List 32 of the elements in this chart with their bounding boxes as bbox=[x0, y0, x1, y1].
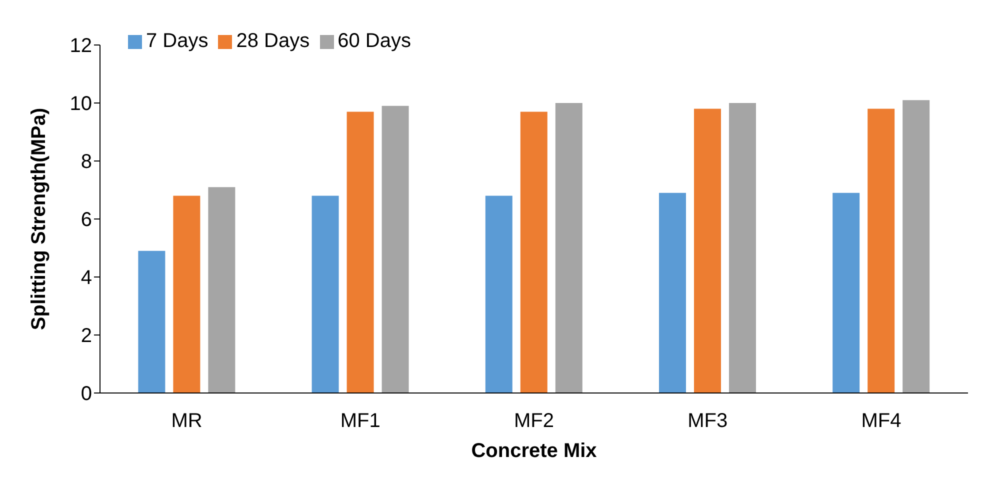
bar bbox=[902, 100, 930, 393]
x-tick-label: MF1 bbox=[340, 410, 380, 432]
bar bbox=[346, 112, 374, 393]
bar bbox=[832, 192, 860, 393]
y-tick-label: 0 bbox=[80, 383, 92, 406]
bar bbox=[868, 108, 895, 393]
y-tick-label: 4 bbox=[80, 267, 92, 290]
y-tick-label: 6 bbox=[80, 209, 92, 232]
y-tick-label: 2 bbox=[80, 325, 92, 348]
legend-label: 7 Days bbox=[146, 30, 208, 52]
x-tick-label: MR bbox=[171, 410, 202, 432]
bar bbox=[555, 103, 582, 393]
x-tick-label: MF2 bbox=[514, 410, 554, 432]
bar bbox=[138, 250, 166, 393]
y-tick-label: 10 bbox=[70, 93, 92, 116]
legend-label: 28 Days bbox=[236, 30, 310, 52]
x-tick-label: MF3 bbox=[688, 410, 728, 432]
bar bbox=[312, 196, 339, 393]
y-axis-title: Splitting Strength(MPa) bbox=[28, 108, 50, 330]
bar bbox=[520, 112, 548, 393]
y-tick-label: 12 bbox=[70, 35, 92, 58]
bar bbox=[208, 187, 236, 393]
bar bbox=[694, 108, 721, 393]
x-tick-label: MF4 bbox=[861, 410, 902, 432]
bar bbox=[173, 196, 200, 393]
y-tick-label: 8 bbox=[80, 151, 92, 174]
legend-label: 60 Days bbox=[338, 30, 411, 52]
x-axis-title: Concrete Mix bbox=[471, 440, 597, 462]
bar bbox=[485, 196, 512, 393]
bar bbox=[382, 106, 409, 393]
bar bbox=[658, 192, 686, 393]
bar bbox=[728, 103, 756, 393]
